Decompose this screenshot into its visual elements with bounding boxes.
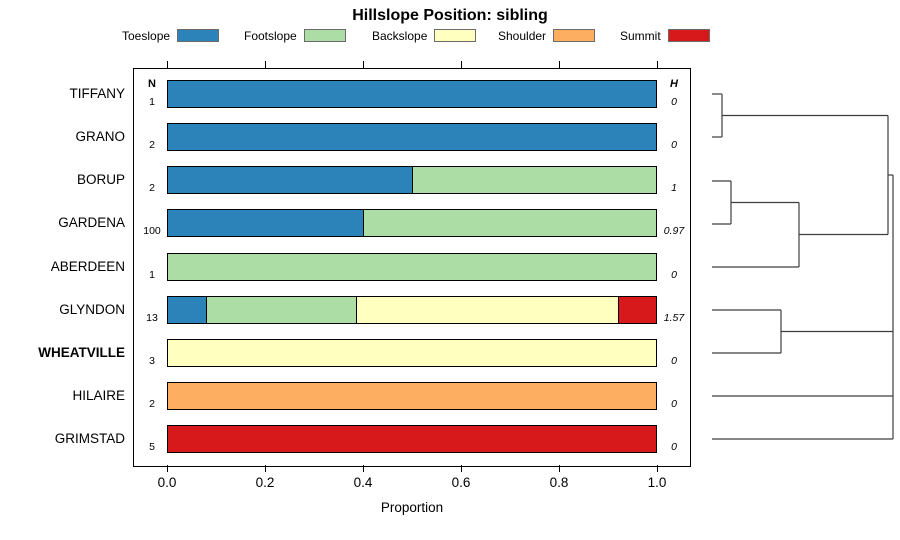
bottom-tick [363,465,364,472]
legend-swatch [177,29,220,42]
x-tick-label: 0.2 [255,475,275,490]
top-tick [559,61,560,68]
legend-item: Backslope [372,28,477,43]
legend-label: Backslope [372,28,428,43]
category-label: GRIMSTAD [54,431,125,446]
stacked-bar [167,209,657,237]
h-value: 0 [671,398,677,410]
n-value: 5 [149,441,155,453]
bar-segment-footslope [412,167,656,193]
top-tick [657,61,658,68]
stacked-bar [167,382,657,410]
bottom-tick [461,465,462,472]
bar-segment-toeslope [168,297,206,323]
category-label: HILAIRE [72,388,125,403]
legend-item: Summit [620,28,710,43]
legend-label: Footslope [244,28,297,43]
h-column-header: H [670,78,678,90]
category-label: GRANO [75,129,125,144]
legend-swatch [553,29,596,42]
h-value: 0 [671,355,677,367]
bar-segment-summit [618,297,656,323]
category-label: WHEATVILLE [38,345,125,360]
legend-swatch [667,29,710,42]
n-value: 1 [149,269,155,281]
n-value: 100 [143,225,161,237]
stacked-bar [167,80,657,108]
category-label: ABERDEEN [50,259,125,274]
bar-segment-toeslope [168,167,412,193]
n-value: 2 [149,139,155,151]
bottom-tick [167,465,168,472]
category-label: TIFFANY [69,86,125,101]
bar-segment-footslope [363,210,656,236]
bar-segment-footslope [168,254,656,280]
stacked-bar [167,339,657,367]
h-value: 0.97 [663,225,685,237]
h-value: 0 [671,441,677,453]
legend-label: Toeslope [122,28,171,43]
stacked-bar [167,166,657,194]
h-value: 0 [671,96,677,108]
bar-segment-toeslope [168,81,656,107]
legend-label: Summit [620,28,661,43]
legend-item: Toeslope [122,28,220,43]
bar-segment-toeslope [168,210,364,236]
stacked-bar [167,296,657,324]
stacked-bar [167,123,657,151]
h-value: 1 [671,182,677,194]
legend-swatch [434,29,477,42]
bar-segment-shoulder [168,383,656,409]
top-tick [265,61,266,68]
x-axis-title: Proportion [380,500,444,515]
bar-segment-backslope [355,297,619,323]
stacked-bar [167,425,657,453]
top-tick [363,61,364,68]
legend-label: Shoulder [498,28,547,43]
category-label: GARDENA [58,215,125,230]
bottom-tick [657,465,658,472]
h-value: 0 [671,269,677,281]
x-tick-label: 0.0 [157,475,177,490]
x-tick-label: 1.0 [647,475,667,490]
category-label: BORUP [76,172,125,187]
chart-title: Hillslope Position: sibling [352,7,548,24]
stacked-bar [167,253,657,281]
n-value: 2 [149,398,155,410]
x-tick-label: 0.8 [549,475,569,490]
legend-item: Footslope [244,28,346,43]
n-value: 3 [149,355,155,367]
n-value: 1 [149,96,155,108]
bar-segment-backslope [168,340,656,366]
plot-area-border [133,68,691,467]
legend-swatch [303,29,346,42]
legend-item: Shoulder [498,28,596,43]
bar-segment-footslope [205,297,356,323]
h-value: 0 [671,139,677,151]
bottom-tick [265,465,266,472]
top-tick [461,61,462,68]
category-label: GLYNDON [59,302,125,317]
n-value: 2 [149,182,155,194]
n-value: 13 [146,312,158,324]
bar-segment-summit [168,426,656,452]
n-column-header: N [148,78,156,90]
bottom-tick [559,465,560,472]
bar-segment-toeslope [168,124,656,150]
top-tick [167,61,168,68]
h-value: 1.57 [663,312,685,324]
x-tick-label: 0.6 [451,475,471,490]
x-tick-label: 0.4 [353,475,373,490]
